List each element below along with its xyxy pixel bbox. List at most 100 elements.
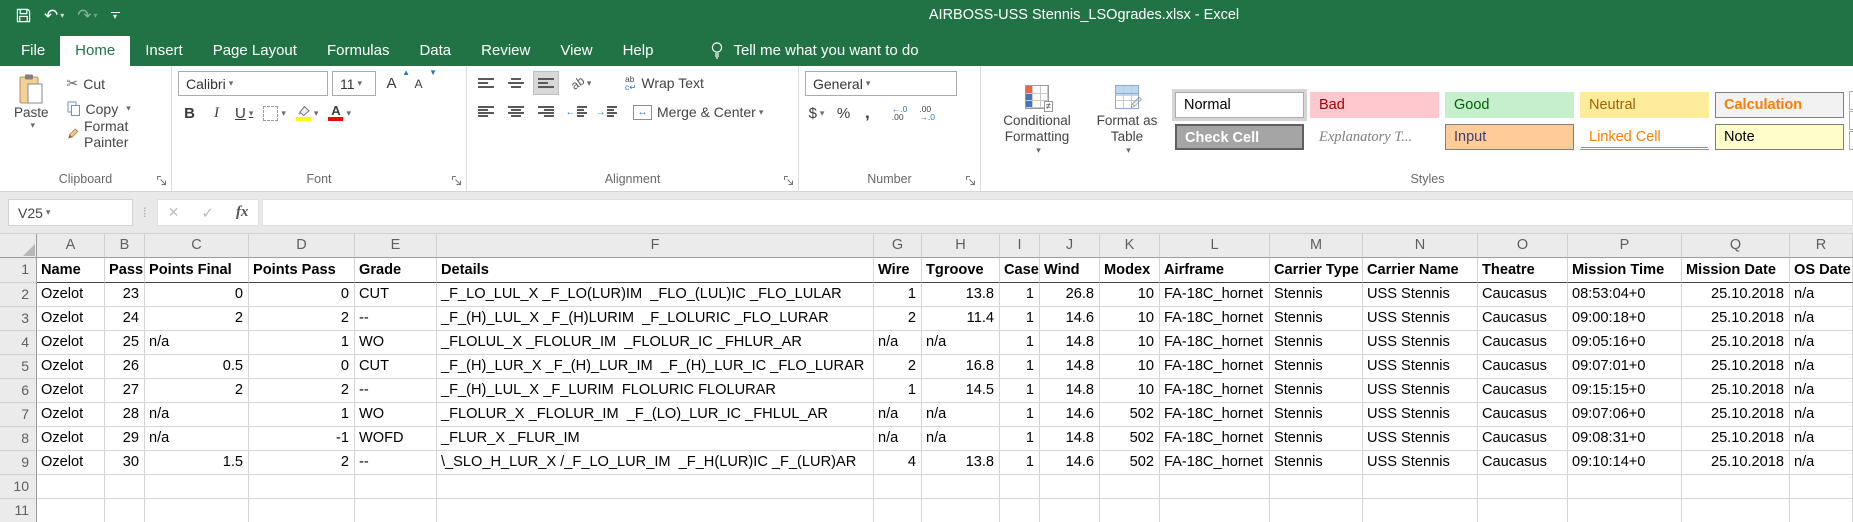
save-button[interactable] — [16, 8, 31, 23]
borders-button[interactable] — [260, 101, 289, 125]
cell-style-normal[interactable]: Normal — [1175, 91, 1304, 118]
column-header-Q[interactable]: Q — [1682, 234, 1790, 258]
tab-view[interactable]: View — [560, 42, 593, 59]
cell-R11[interactable] — [1790, 499, 1853, 522]
number-dialog-launcher-icon[interactable] — [965, 175, 976, 186]
cell-Q9[interactable]: 25.10.2018 — [1682, 451, 1790, 475]
gallery-scroll-up-icon[interactable]: ▲ — [1849, 91, 1853, 110]
cell-J5[interactable]: 14.8 — [1040, 355, 1100, 379]
cell-G8[interactable]: n/a — [874, 427, 922, 451]
cell-M8[interactable]: Stennis — [1270, 427, 1363, 451]
cell-L3[interactable]: FA-18C_hornet — [1160, 307, 1270, 331]
middle-align-button[interactable] — [503, 71, 529, 95]
cell-K6[interactable]: 10 — [1100, 379, 1160, 403]
formula-bar-splitter[interactable]: ⁞ — [143, 205, 147, 220]
cell-G9[interactable]: 4 — [874, 451, 922, 475]
cell-J8[interactable]: 14.8 — [1040, 427, 1100, 451]
cell-K11[interactable] — [1100, 499, 1160, 522]
cell-L10[interactable] — [1160, 475, 1270, 499]
cell-F7[interactable]: _FLOLUR_X _FLOLUR_IM _F_(LO)_LUR_IC _FHL… — [437, 403, 874, 427]
customize-quick-access-button[interactable]: ▾ — [110, 11, 120, 20]
row-header-1[interactable]: 1 — [0, 258, 37, 283]
conditional-formatting-button[interactable]: ≠ Conditional Formatting — [987, 84, 1087, 156]
cell-O6[interactable]: Caucasus — [1478, 379, 1568, 403]
row-header-3[interactable]: 3 — [0, 307, 37, 331]
cell-Q7[interactable]: 25.10.2018 — [1682, 403, 1790, 427]
bottom-align-button[interactable] — [533, 71, 559, 95]
name-box[interactable]: V25 — [8, 199, 133, 226]
cell-G1[interactable]: Wire — [874, 258, 922, 283]
cell-M6[interactable]: Stennis — [1270, 379, 1363, 403]
cell-style-note[interactable]: Note — [1715, 123, 1844, 150]
cell-L7[interactable]: FA-18C_hornet — [1160, 403, 1270, 427]
cell-E6[interactable]: -- — [355, 379, 437, 403]
tab-data[interactable]: Data — [419, 42, 452, 59]
select-all-button[interactable] — [0, 234, 37, 258]
cell-K2[interactable]: 10 — [1100, 283, 1160, 307]
cell-A6[interactable]: Ozelot — [37, 379, 105, 403]
column-header-R[interactable]: R — [1790, 234, 1853, 258]
cell-M4[interactable]: Stennis — [1270, 331, 1363, 355]
cell-E2[interactable]: CUT — [355, 283, 437, 307]
clipboard-dialog-launcher-icon[interactable] — [156, 175, 167, 186]
cell-D10[interactable] — [249, 475, 355, 499]
cell-M7[interactable]: Stennis — [1270, 403, 1363, 427]
cell-G11[interactable] — [874, 499, 922, 522]
cell-I2[interactable]: 1 — [1000, 283, 1040, 307]
column-header-H[interactable]: H — [922, 234, 1000, 258]
cell-F4[interactable]: _FLOLUL_X _FLOLUR_IM _FLOLUR_IC _FHLUR_A… — [437, 331, 874, 355]
cell-L8[interactable]: FA-18C_hornet — [1160, 427, 1270, 451]
cell-B2[interactable]: 23 — [105, 283, 145, 307]
cell-Q10[interactable] — [1682, 475, 1790, 499]
increase-font-size-button[interactable]: A ▲ — [386, 67, 410, 93]
cell-O4[interactable]: Caucasus — [1478, 331, 1568, 355]
cell-H4[interactable]: n/a — [922, 331, 1000, 355]
cell-M1[interactable]: Carrier Type — [1270, 258, 1363, 283]
cell-B11[interactable] — [105, 499, 145, 522]
cell-L2[interactable]: FA-18C_hornet — [1160, 283, 1270, 307]
cell-D8[interactable]: -1 — [249, 427, 355, 451]
cell-M3[interactable]: Stennis — [1270, 307, 1363, 331]
cell-G3[interactable]: 2 — [874, 307, 922, 331]
cell-H9[interactable]: 13.8 — [922, 451, 1000, 475]
row-header-2[interactable]: 2 — [0, 283, 37, 307]
cell-P2[interactable]: 08:53:04+0 — [1568, 283, 1682, 307]
column-header-M[interactable]: M — [1270, 234, 1363, 258]
cell-K7[interactable]: 502 — [1100, 403, 1160, 427]
formula-input[interactable] — [262, 199, 1853, 226]
cell-C2[interactable]: 0 — [145, 283, 249, 307]
cell-P8[interactable]: 09:08:31+0 — [1568, 427, 1682, 451]
cell-I3[interactable]: 1 — [1000, 307, 1040, 331]
cell-H6[interactable]: 14.5 — [922, 379, 1000, 403]
cell-P7[interactable]: 09:07:06+0 — [1568, 403, 1682, 427]
column-header-A[interactable]: A — [37, 234, 105, 258]
cell-B7[interactable]: 28 — [105, 403, 145, 427]
cell-I6[interactable]: 1 — [1000, 379, 1040, 403]
insert-function-button[interactable]: fx — [235, 204, 249, 220]
row-header-9[interactable]: 9 — [0, 451, 37, 475]
cell-N11[interactable] — [1363, 499, 1478, 522]
cell-H3[interactable]: 11.4 — [922, 307, 1000, 331]
cell-D5[interactable]: 0 — [249, 355, 355, 379]
cell-A2[interactable]: Ozelot — [37, 283, 105, 307]
wrap-text-button[interactable]: ab c↵ Wrap Text — [625, 75, 704, 92]
column-header-G[interactable]: G — [874, 234, 922, 258]
format-as-table-button[interactable]: 🖉 Format as Table — [1087, 84, 1167, 156]
font-color-button[interactable]: A — [325, 101, 354, 125]
italic-button[interactable]: I — [214, 104, 219, 121]
cell-J9[interactable]: 14.6 — [1040, 451, 1100, 475]
cell-N1[interactable]: Carrier Name — [1363, 258, 1478, 283]
cell-O1[interactable]: Theatre — [1478, 258, 1568, 283]
cell-N5[interactable]: USS Stennis — [1363, 355, 1478, 379]
cell-G4[interactable]: n/a — [874, 331, 922, 355]
orientation-button[interactable]: ab — [563, 71, 599, 95]
align-left-button[interactable] — [473, 100, 499, 124]
row-header-5[interactable]: 5 — [0, 355, 37, 379]
cell-Q3[interactable]: 25.10.2018 — [1682, 307, 1790, 331]
cell-A4[interactable]: Ozelot — [37, 331, 105, 355]
top-align-button[interactable] — [473, 71, 499, 95]
cell-F11[interactable] — [437, 499, 874, 522]
cell-style-input[interactable]: Input — [1445, 123, 1574, 150]
cell-M11[interactable] — [1270, 499, 1363, 522]
cell-G5[interactable]: 2 — [874, 355, 922, 379]
